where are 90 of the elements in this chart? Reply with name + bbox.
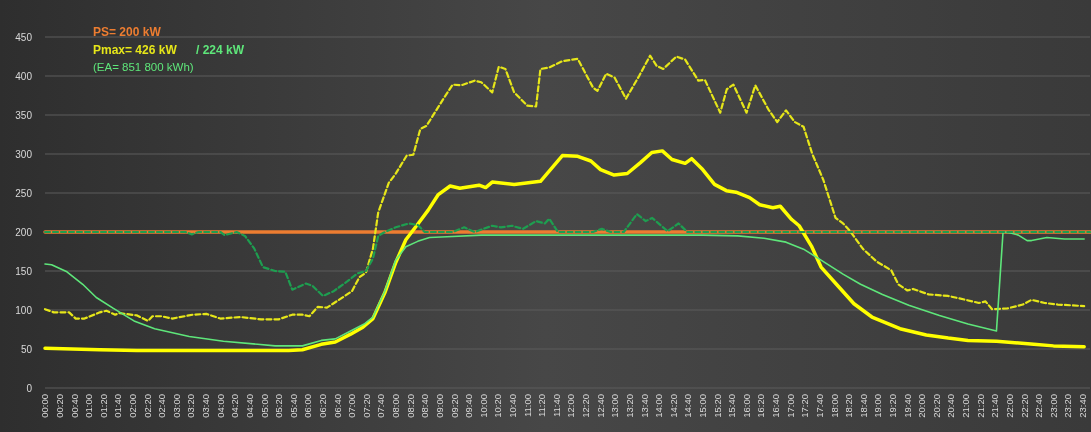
x-tick-label: 07:20: [360, 394, 372, 418]
x-tick-label: 02:00: [127, 394, 139, 418]
x-tick-label: 15:40: [726, 394, 738, 418]
y-tick-label: 350: [15, 109, 33, 121]
x-tick-label: 14:00: [653, 394, 665, 418]
x-tick-label: 13:00: [609, 394, 621, 418]
x-tick-label: 04:00: [214, 394, 226, 418]
annotation: Pmax= 426 kW: [93, 43, 178, 57]
x-tick-label: 11:00: [521, 394, 533, 418]
x-tick-label: 02:20: [141, 394, 153, 418]
x-tick-label: 00:40: [68, 394, 80, 418]
x-tick-label: 12:40: [594, 394, 606, 418]
y-tick-label: 0: [26, 382, 33, 394]
x-tick-label: 20:00: [916, 394, 928, 418]
x-tick-label: 15:00: [697, 394, 709, 418]
x-tick-label: 14:40: [682, 394, 694, 418]
x-tick-label: 10:00: [477, 394, 489, 418]
x-tick-label: 22:00: [1003, 394, 1015, 418]
x-tick-label: 19:20: [887, 394, 899, 418]
x-tick-label: 11:20: [536, 394, 548, 418]
x-tick-label: 07:00: [346, 394, 358, 418]
y-tick-label: 300: [15, 148, 33, 160]
x-tick-label: 12:00: [565, 394, 577, 418]
x-tick-label: 13:20: [623, 394, 635, 418]
x-tick-label: 02:40: [156, 394, 168, 418]
y-tick-label: 250: [15, 187, 33, 199]
x-tick-label: 18:40: [857, 394, 869, 418]
x-tick-label: 09:40: [463, 394, 475, 418]
x-tick-label: 23:40: [1077, 394, 1089, 418]
x-tick-label: 03:40: [200, 394, 212, 418]
x-tick-label: 16:00: [740, 394, 752, 418]
x-tick-label: 06:00: [302, 394, 314, 418]
x-tick-label: 17:20: [799, 394, 811, 418]
x-tick-label: 11:40: [550, 394, 562, 418]
x-tick-label: 07:40: [375, 394, 387, 418]
x-tick-label: 16:40: [770, 394, 782, 418]
x-tick-label: 12:20: [580, 394, 592, 418]
x-tick-label: 03:20: [185, 394, 197, 418]
x-tick-label: 09:00: [433, 394, 445, 418]
annotation: (EA= 851 800 kWh): [93, 61, 194, 73]
y-tick-label: 50: [20, 343, 33, 355]
x-tick-label: 04:40: [243, 394, 255, 418]
x-tick-label: 16:20: [755, 394, 767, 418]
x-tick-label: 10:20: [492, 394, 504, 418]
annotation: / 224 kW: [196, 43, 245, 57]
x-tick-label: 01:00: [83, 394, 95, 418]
x-tick-label: 22:40: [1033, 394, 1045, 418]
x-tick-label: 23:20: [1062, 394, 1074, 418]
x-tick-label: 06:40: [331, 394, 343, 418]
line-series: [43, 212, 1091, 298]
x-tick-label: 06:20: [317, 394, 329, 418]
x-tick-label: 17:00: [784, 394, 796, 418]
x-tick-label: 05:40: [287, 394, 299, 418]
x-tick-label: 08:20: [404, 394, 416, 418]
x-tick-label: 14:20: [667, 394, 679, 418]
x-tick-label: 22:20: [1018, 394, 1030, 418]
y-tick-label: 400: [15, 70, 33, 82]
y-tick-label: 200: [15, 226, 33, 238]
x-tick-label: 08:40: [419, 394, 431, 418]
x-tick-label: 19:00: [872, 394, 884, 418]
x-tick-label: 19:40: [901, 394, 913, 418]
x-tick-label: 10:40: [507, 394, 519, 418]
line-series: [43, 54, 1086, 323]
x-tick-label: 18:00: [828, 394, 840, 418]
y-tick-label: 100: [15, 304, 33, 316]
x-tick-label: 04:20: [229, 394, 241, 418]
x-tick-label: 17:40: [813, 394, 825, 418]
x-tick-label: 20:20: [930, 394, 942, 418]
x-tick-label: 21:00: [960, 394, 972, 418]
x-tick-label: 01:40: [112, 394, 124, 418]
x-tick-label: 05:20: [273, 394, 285, 418]
x-tick-label: 09:20: [448, 394, 460, 418]
x-tick-label: 13:40: [638, 394, 650, 418]
x-tick-label: 23:00: [1047, 394, 1059, 418]
x-tick-label: 20:40: [945, 394, 957, 418]
x-tick-label: 00:00: [39, 394, 51, 418]
x-tick-label: 00:20: [53, 394, 65, 418]
x-tick-label: 05:00: [258, 394, 270, 418]
line-series: [43, 149, 1086, 353]
x-tick-label: 18:20: [843, 394, 855, 418]
x-tick-label: 08:00: [390, 394, 402, 418]
x-tick-label: 21:20: [974, 394, 986, 418]
x-tick-label: 21:40: [989, 394, 1001, 418]
annotation: PS= 200 kW: [93, 25, 162, 39]
x-tick-label: 03:00: [170, 394, 182, 418]
x-tick-label: 01:20: [97, 394, 109, 418]
y-tick-label: 150: [15, 265, 33, 277]
y-tick-label: 450: [15, 31, 33, 43]
line-series: [44, 231, 1085, 347]
x-tick-label: 15:20: [711, 394, 723, 418]
